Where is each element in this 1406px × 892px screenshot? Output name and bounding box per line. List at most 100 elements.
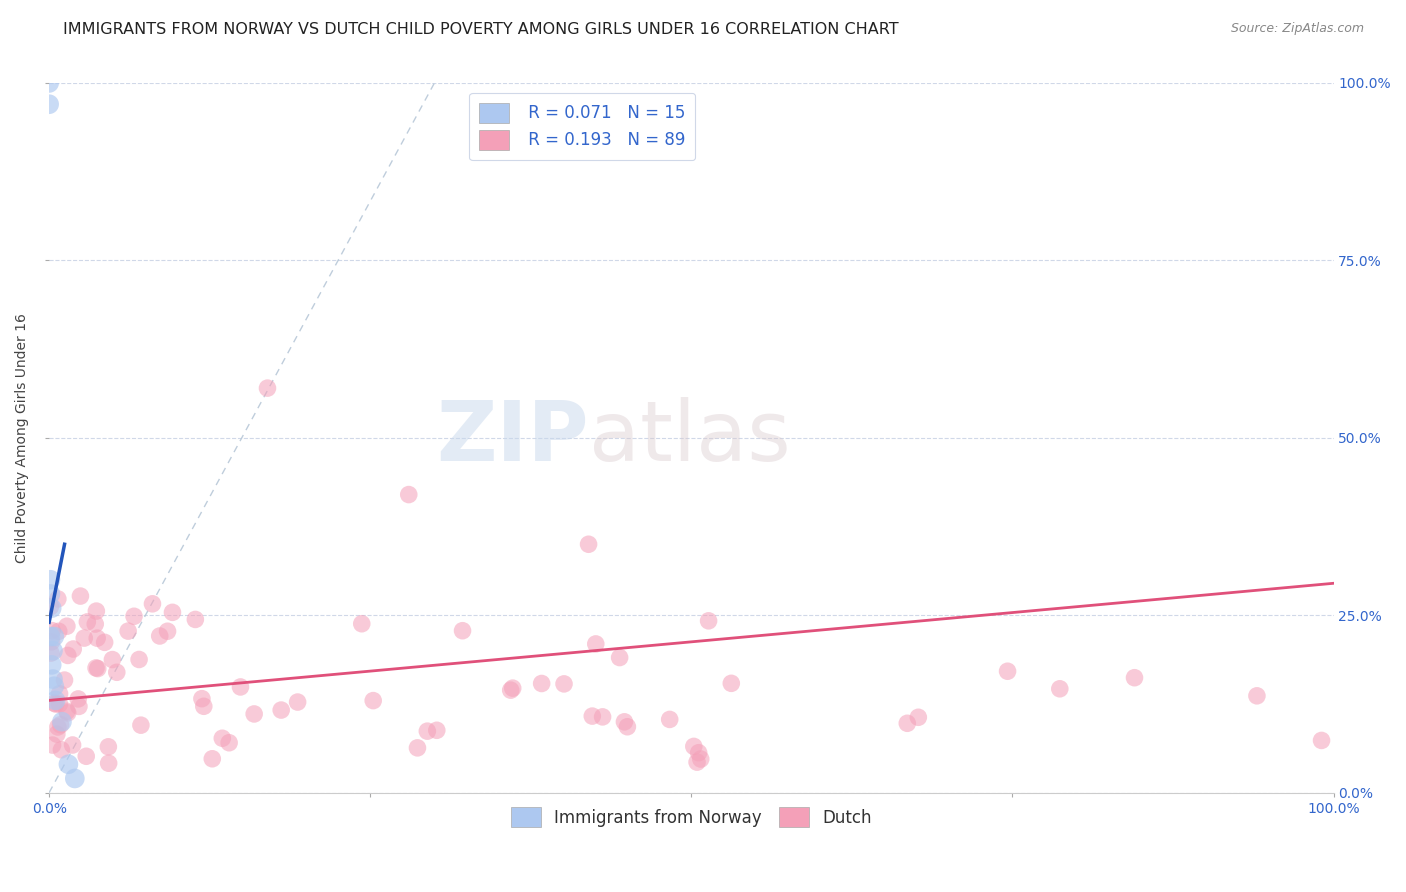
Point [426, 723, 449, 738]
Point [141, 597, 163, 611]
Point [720, 676, 742, 690]
Point [45, 727, 67, 741]
Legend: Immigrants from Norway, Dutch: Immigrants from Norway, Dutch [505, 800, 879, 834]
Point [1123, 671, 1146, 685]
Point [39, 587, 62, 601]
Point [156, 624, 179, 639]
Point [122, 609, 145, 624]
Point [256, 381, 278, 395]
Point [682, 739, 704, 754]
Point [38, 76, 60, 90]
Point [75, 749, 97, 764]
Point [416, 724, 439, 739]
Point [44, 696, 66, 710]
Point [1049, 681, 1071, 696]
Point [44, 630, 66, 644]
Point [39, 573, 62, 587]
Point [56, 706, 79, 720]
Point [69, 589, 91, 603]
Point [48, 697, 70, 711]
Point [39, 646, 62, 660]
Point [42, 643, 65, 657]
Point [1310, 733, 1333, 747]
Point [86, 604, 108, 618]
Point [46, 720, 69, 734]
Point [53, 673, 76, 687]
Point [530, 676, 553, 690]
Point [688, 746, 710, 760]
Point [578, 537, 600, 551]
Point [218, 736, 240, 750]
Point [56, 619, 79, 633]
Point [201, 752, 224, 766]
Point [41, 634, 63, 648]
Point [361, 693, 384, 707]
Point [93, 635, 115, 649]
Point [67, 692, 90, 706]
Point [502, 681, 524, 695]
Point [616, 720, 638, 734]
Point [211, 731, 233, 746]
Point [149, 629, 172, 643]
Point [51, 743, 73, 757]
Point [62, 738, 84, 752]
Point [67, 699, 90, 714]
Point [592, 710, 614, 724]
Point [41, 601, 63, 615]
Point [46, 591, 69, 606]
Point [585, 637, 607, 651]
Point [39, 599, 62, 614]
Point [553, 677, 575, 691]
Point [287, 695, 309, 709]
Point [42, 672, 65, 686]
Point [62, 642, 84, 657]
Point [38, 97, 60, 112]
Text: Source: ZipAtlas.com: Source: ZipAtlas.com [1230, 22, 1364, 36]
Point [686, 755, 709, 769]
Point [581, 709, 603, 723]
Point [56, 648, 79, 663]
Point [76, 615, 98, 629]
Text: atlas: atlas [589, 397, 790, 478]
Text: ZIP: ZIP [436, 397, 589, 478]
Point [896, 716, 918, 731]
Point [51, 714, 73, 729]
Point [117, 624, 139, 639]
Y-axis label: Child Poverty Among Girls Under 16: Child Poverty Among Girls Under 16 [15, 313, 30, 563]
Point [63, 772, 86, 786]
Point [229, 680, 252, 694]
Point [41, 738, 63, 752]
Point [193, 699, 215, 714]
Point [48, 624, 70, 639]
Point [609, 650, 631, 665]
Point [129, 718, 152, 732]
Point [87, 662, 110, 676]
Point [270, 703, 292, 717]
Point [44, 679, 66, 693]
Point [86, 631, 108, 645]
Point [689, 752, 711, 766]
Point [191, 691, 214, 706]
Point [58, 757, 80, 772]
Point [41, 657, 63, 672]
Point [45, 693, 67, 707]
Point [350, 616, 373, 631]
Point [1246, 689, 1268, 703]
Point [658, 713, 681, 727]
Point [697, 614, 720, 628]
Text: IMMIGRANTS FROM NORWAY VS DUTCH CHILD POVERTY AMONG GIRLS UNDER 16 CORRELATION C: IMMIGRANTS FROM NORWAY VS DUTCH CHILD PO… [63, 22, 898, 37]
Point [451, 624, 474, 638]
Point [97, 739, 120, 754]
Point [56, 704, 79, 718]
Point [398, 487, 420, 501]
Point [39, 630, 62, 644]
Point [41, 624, 63, 638]
Point [105, 665, 128, 680]
Point [48, 687, 70, 701]
Point [184, 612, 207, 626]
Point [613, 714, 636, 729]
Point [499, 683, 522, 698]
Point [49, 717, 72, 731]
Point [45, 697, 67, 711]
Point [406, 740, 429, 755]
